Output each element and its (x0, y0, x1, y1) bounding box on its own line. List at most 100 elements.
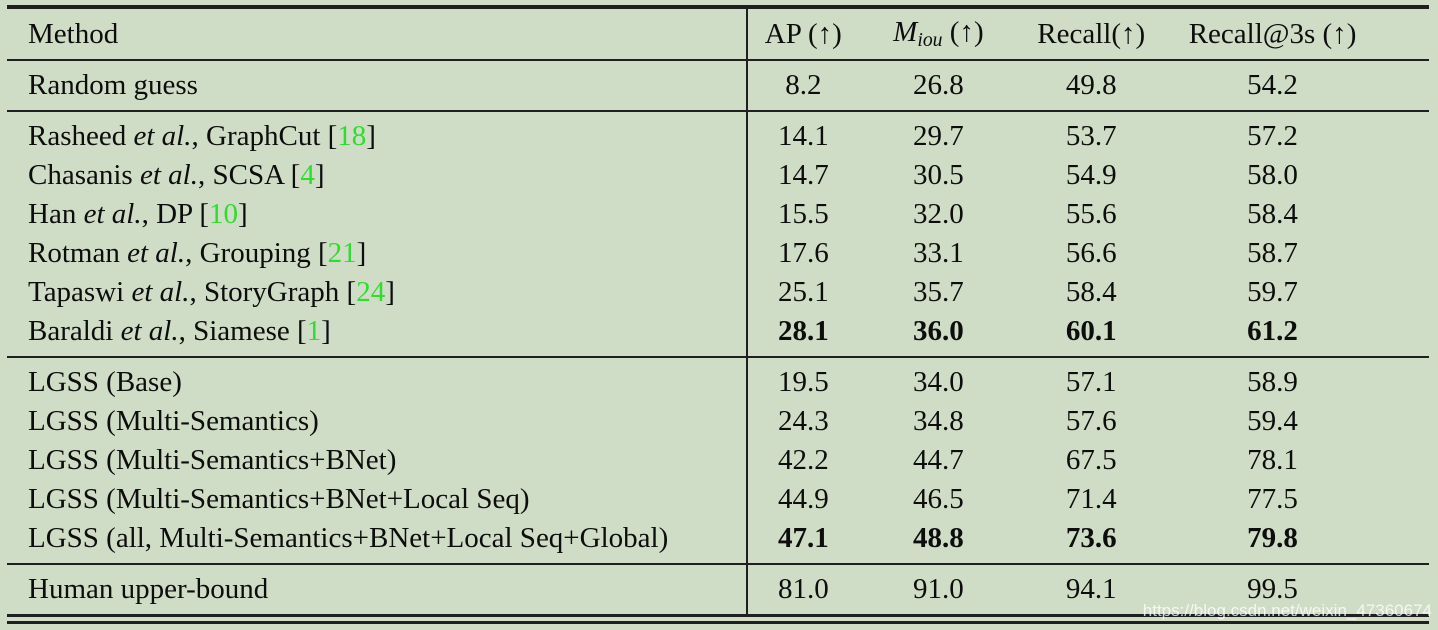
method-text: ] (385, 276, 395, 308)
table-row: Rotman et al., Grouping [21] 17.6 33.1 56.6… (7, 234, 1429, 273)
recall-value: 58.4 (1065, 276, 1117, 308)
method-text: Rasheed (28, 120, 134, 152)
method-text: Human upper-bound (28, 573, 269, 605)
method-text: LGSS (Multi-Semantics+BNet) (28, 444, 397, 476)
recall-3s-value: 79.8 (1247, 522, 1298, 554)
table-group: Human upper-bound 81.0 91.0 94.1 99.5 (7, 565, 1429, 614)
method-text: , SCSA [ (197, 159, 301, 191)
ap-value: 8.2 (785, 69, 822, 101)
miou-value: 44.7 (913, 444, 964, 476)
recall-3s-value: 54.2 (1247, 69, 1298, 101)
ap-value: 15.5 (777, 198, 829, 230)
column-header-method: Method (28, 17, 119, 50)
method-text: Chasanis (28, 159, 140, 191)
table-row: LGSS (Multi-Semantics+BNet) 42.2 44.7 67.5 7… (7, 441, 1429, 480)
table-row: LGSS (all, Multi-Semantics+BNet+Local Se… (7, 519, 1429, 558)
table-row: Random guess 8.2 26.8 49.8 54.2 (7, 66, 1429, 105)
table-row: Human upper-bound 81.0 91.0 94.1 99.5 (7, 570, 1429, 609)
table-header-row: Method AP (↑) Miou (↑) Recall(↑) Recall@… (7, 9, 1429, 61)
citation-number: 10 (208, 198, 238, 230)
recall-3s-value: 59.4 (1247, 405, 1298, 437)
method-text: ] (366, 120, 376, 152)
column-header-recall-3s: Recall@3s (↑) (1188, 17, 1357, 50)
miou-subscript: iou (917, 28, 943, 51)
recall-value: 71.4 (1065, 483, 1117, 515)
recall-3s-value: 58.7 (1247, 237, 1298, 269)
miou-symbol: M (893, 16, 918, 49)
ap-value: 17.6 (777, 237, 829, 269)
table-body: Random guess 8.2 26.8 49.8 54.2 Rasheed et al… (7, 61, 1429, 614)
recall-value: 57.6 (1065, 405, 1117, 437)
method-cell: Tapaswi et al., StoryGraph [24] (7, 276, 746, 309)
ap-value: 19.5 (777, 366, 829, 398)
miou-value: 32.0 (913, 198, 964, 230)
method-cell: Han et al., DP [10] (7, 198, 746, 231)
column-header-miou: Miou (↑) (860, 16, 1016, 52)
recall-value: 60.1 (1065, 315, 1117, 347)
results-table: Method AP (↑) Miou (↑) Recall(↑) Recall@… (7, 5, 1429, 624)
ap-value: 25.1 (777, 276, 829, 308)
miou-value: 35.7 (913, 276, 964, 308)
method-text: , GraphCut [ (191, 120, 338, 152)
method-cell: LGSS (all, Multi-Semantics+BNet+Local Se… (7, 522, 746, 555)
table-group: Rasheed et al., GraphCut [18] 14.1 29.7 53.… (7, 112, 1429, 358)
recall-value: 73.6 (1065, 522, 1117, 554)
method-cell: Random guess (7, 69, 746, 102)
ap-value: 42.2 (777, 444, 829, 476)
recall-3s-value: 58.9 (1247, 366, 1298, 398)
miou-value: 36.0 (913, 315, 964, 347)
method-text: Random guess (28, 69, 198, 101)
table-row: Chasanis et al., SCSA [4] 14.7 30.5 54.9 58.… (7, 156, 1429, 195)
miou-value: 33.1 (913, 237, 964, 269)
method-cell: Rotman et al., Grouping [21] (7, 237, 746, 270)
method-text: LGSS (Multi-Semantics) (28, 405, 319, 437)
recall-3s-value: 99.5 (1247, 573, 1298, 605)
miou-value: 30.5 (913, 159, 964, 191)
recall-value: 53.7 (1065, 120, 1117, 152)
method-text: Tapaswi (28, 276, 132, 308)
recall-3s-value: 77.5 (1247, 483, 1298, 515)
column-header-ap: AP (↑) (764, 17, 842, 50)
method-cell: LGSS (Base) (7, 366, 746, 399)
table-group: Random guess 8.2 26.8 49.8 54.2 (7, 61, 1429, 112)
ap-value: 47.1 (777, 522, 829, 554)
citation-number: 21 (327, 237, 357, 269)
table-row: Rasheed et al., GraphCut [18] 14.1 29.7 53.… (7, 117, 1429, 156)
table-row: LGSS (Base) 19.5 34.0 57.1 58.9 (7, 363, 1429, 402)
watermark-url: https://blog.csdn.net/weixin_47360674 (1142, 601, 1432, 620)
recall-value: 55.6 (1065, 198, 1117, 230)
method-text: ] (321, 315, 331, 347)
miou-value: 91.0 (913, 573, 964, 605)
recall-3s-value: 61.2 (1247, 315, 1298, 347)
recall-value: 57.1 (1065, 366, 1117, 398)
method-text: Baraldi (28, 315, 121, 347)
method-text: ] (237, 198, 248, 230)
ap-value: 14.7 (777, 159, 829, 191)
method-cell: LGSS (Multi-Semantics+BNet) (7, 444, 746, 477)
method-text: LGSS (all, Multi-Semantics+BNet+Local Se… (28, 522, 669, 554)
ap-value: 24.3 (777, 405, 829, 437)
recall-3s-value: 58.4 (1247, 198, 1298, 230)
column-header-recall: Recall(↑) (1037, 17, 1146, 50)
table-group: LGSS (Base) 19.5 34.0 57.1 58.9 LGSS (Multi-S… (7, 358, 1429, 565)
method-text: Rotman (28, 237, 128, 269)
method-cell: Rasheed et al., GraphCut [18] (7, 120, 746, 153)
citation-number: 4 (300, 159, 315, 191)
method-text: LGSS (Base) (28, 366, 182, 398)
recall-value: 56.6 (1065, 237, 1117, 269)
method-text: , DP [ (141, 198, 209, 230)
method-text: LGSS (Multi-Semantics+BNet+Local Seq) (28, 483, 530, 515)
et-al-text: et al. (127, 237, 186, 269)
miou-value: 26.8 (913, 69, 964, 101)
miou-value: 34.0 (913, 366, 964, 398)
miou-value: 48.8 (913, 522, 964, 554)
citation-number: 1 (306, 315, 322, 347)
table-row: LGSS (Multi-Semantics) 24.3 34.8 57.6 59.4 (7, 402, 1429, 441)
recall-value: 67.5 (1065, 444, 1117, 476)
recall-value: 49.8 (1065, 69, 1117, 101)
method-text: ] (356, 237, 367, 269)
citation-number: 18 (337, 120, 367, 152)
et-al-text: et al. (133, 120, 192, 152)
method-text: , Siamese [ (178, 315, 307, 347)
